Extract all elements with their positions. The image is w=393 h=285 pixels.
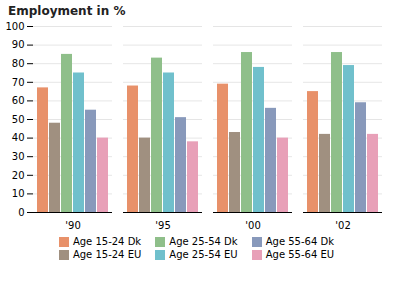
html-text:Age 55-64 EU: Age 55-64 EU [265,249,335,260]
svg-text:30: 30 [12,151,25,162]
svg-text:70: 70 [12,77,25,88]
html-text:Employment in %: Employment in % [8,4,126,18]
svg-text:10: 10 [12,188,25,199]
html-text:Age 15-24 EU: Age 15-24 EU [72,249,142,260]
html-text:Age 25-54 EU: Age 25-54 EU [169,249,238,260]
svg-text:'95: '95 [155,220,170,231]
svg-text:'00: '00 [245,220,260,231]
svg-text:50: 50 [12,114,25,125]
svg-text:90: 90 [12,39,25,50]
svg-text:'90: '90 [65,220,80,231]
html-text:Age 55-64 Dk: Age 55-64 Dk [265,236,334,247]
svg-text:'02: '02 [335,220,350,231]
svg-text:60: 60 [12,95,25,106]
svg-text:100: 100 [5,21,24,32]
svg-text:20: 20 [12,170,25,181]
html-text:Age 15-24 Dk: Age 15-24 Dk [72,236,142,247]
svg-text:0: 0 [18,207,24,218]
html-text:Age 25-54 Dk: Age 25-54 Dk [169,236,238,247]
svg-text:80: 80 [12,58,25,69]
svg-text:40: 40 [12,132,25,143]
